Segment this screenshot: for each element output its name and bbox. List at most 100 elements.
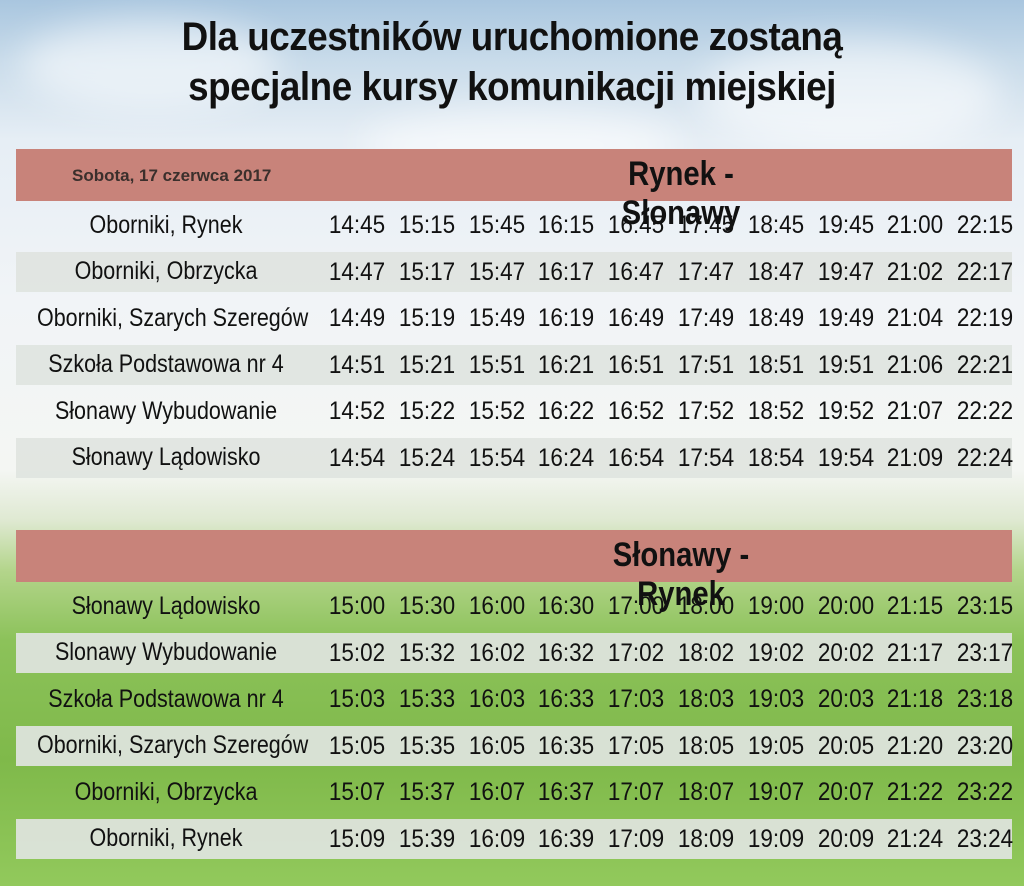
departure-time: 17:03 [608, 685, 665, 713]
departure-time: 23:22 [957, 778, 1014, 806]
departure-time: 16:24 [538, 443, 595, 472]
departure-time: 17:00 [608, 592, 665, 620]
departure-time: 19:47 [817, 257, 874, 286]
departure-time: 20:02 [817, 638, 874, 667]
cloud-decoration [700, 40, 1000, 150]
departure-time: 18:47 [747, 257, 804, 286]
departure-times: 15:09 15:39 16:09 16:39 17:09 18:09 19:09 20:09… [316, 819, 1013, 859]
departure-time: 15:39 [398, 824, 455, 853]
departure-time: 16:35 [538, 731, 595, 760]
stop-name: Oborniki, Rynek [89, 210, 243, 239]
departure-time: 22:22 [957, 397, 1014, 425]
schedule-header: Sobota, 17 czerwca 2017 Rynek - Słonawy [16, 149, 1012, 232]
departure-time: 18:09 [677, 824, 735, 853]
departure-time: 19:07 [747, 778, 804, 806]
departure-time: 15:09 [328, 824, 386, 853]
departure-time: 15:35 [398, 731, 455, 760]
departure-time: 15:54 [468, 443, 525, 472]
stop-name: Słonawy Lądowisko [71, 591, 261, 620]
departure-time: 18:07 [677, 778, 735, 806]
route-title: Słonawy - Rynek [612, 536, 750, 613]
departure-time: 16:22 [538, 397, 595, 425]
departure-times: 15:05 15:35 16:05 16:35 17:05 18:05 19:05 20:05… [316, 726, 1013, 766]
departure-time: 19:54 [817, 443, 874, 472]
departure-time: 16:19 [538, 304, 595, 332]
departure-time: 19:45 [817, 211, 874, 239]
departure-time: 17:05 [608, 731, 665, 760]
table-row: Slonawy Wybudowanie 15:02 15:32 16:02 16:32 1… [16, 632, 1013, 673]
departure-time: 21:24 [887, 824, 944, 853]
departure-time: 14:47 [328, 257, 386, 286]
departure-time: 20:09 [817, 824, 874, 853]
departure-time: 22:17 [957, 257, 1014, 286]
departure-times: 14:51 15:21 15:51 16:21 16:51 17:51 18:51 19:51… [316, 345, 1013, 385]
table-row: Oborniki, Obrzycka 15:07 15:37 16:07 16:37 17… [16, 772, 1014, 812]
departure-time: 22:15 [957, 211, 1014, 239]
departure-time: 15:15 [398, 211, 455, 239]
stop-name: Szkoła Podstawowa nr 4 [48, 684, 284, 713]
departure-time: 16:03 [468, 685, 525, 713]
departure-time: 15:02 [328, 638, 386, 667]
departure-time: 21:06 [887, 350, 944, 379]
departure-time: 15:51 [468, 350, 525, 379]
departure-time: 17:07 [608, 778, 665, 806]
cloud-decoration [20, 20, 280, 110]
departure-time: 15:07 [328, 778, 386, 806]
title-line-2: specjalne kursy komunikacji miejskiej [188, 65, 836, 109]
departure-time: 18:49 [747, 304, 804, 332]
departure-time: 16:39 [538, 824, 595, 853]
departure-time: 16:33 [538, 685, 595, 713]
departure-time: 23:15 [957, 592, 1014, 620]
table-row: Szkoła Podstawowa nr 4 15:03 15:33 16:03 16:… [16, 679, 1013, 719]
departure-time: 21:09 [887, 443, 944, 472]
departure-time: 15:03 [328, 685, 386, 713]
table-row: Oborniki, Obrzycka 14:47 15:17 15:47 16:17 16… [16, 251, 1013, 292]
departure-time: 18:03 [677, 685, 735, 713]
departure-time: 21:02 [887, 257, 944, 286]
departure-time: 15:47 [468, 257, 525, 286]
departure-time: 16:02 [468, 638, 525, 667]
departure-time: 16:32 [538, 638, 595, 667]
departure-time: 16:00 [468, 592, 525, 620]
departure-time: 20:00 [817, 592, 874, 620]
departure-time: 17:02 [608, 638, 665, 667]
stop-name: Oborniki, Szarych Szeregów [37, 731, 309, 759]
departure-time: 19:51 [817, 350, 874, 379]
table-row: Oborniki, Szarych Szeregów 14:49 15:19 15:4… [16, 298, 1013, 338]
table-row: Słonawy Lądowisko 14:54 15:24 15:54 16:24 16:… [16, 437, 1013, 478]
departure-time: 21:07 [887, 397, 944, 425]
table-row: Oborniki, Rynek 15:09 15:39 16:09 16:39 17:09… [16, 818, 1013, 859]
stop-name: Słonawy Wybudowanie [54, 396, 278, 425]
departure-time: 20:07 [817, 778, 874, 806]
departure-time: 15:05 [328, 731, 386, 760]
departure-times: 14:54 15:24 15:54 16:24 16:54 17:54 18:54 19:54… [316, 438, 1013, 478]
departure-time: 18:54 [747, 443, 804, 472]
departure-time: 19:05 [747, 731, 804, 760]
departure-time: 18:51 [747, 350, 804, 379]
departure-time: 16:15 [538, 211, 595, 239]
departure-time: 15:37 [398, 778, 455, 806]
departure-time: 16:05 [468, 731, 525, 760]
table-row: Oborniki, Szarych Szeregów 15:05 15:35 16:0… [16, 725, 1013, 766]
departure-time: 17:47 [677, 257, 735, 286]
departure-time: 18:00 [677, 592, 735, 620]
departure-time: 17:54 [677, 443, 735, 472]
departure-time: 16:52 [608, 397, 665, 425]
departure-time: 20:05 [817, 731, 874, 760]
stop-name: Slonawy Wybudowanie [54, 638, 278, 666]
schedule-date: Sobota, 17 czerwca 2017 [72, 166, 272, 185]
departure-time: 19:03 [747, 685, 804, 713]
departure-time: 15:52 [468, 397, 525, 425]
departure-time: 15:17 [398, 257, 455, 286]
table-row: Szkoła Podstawowa nr 4 14:51 15:21 15:51 16:… [16, 344, 1013, 385]
departure-time: 19:09 [747, 824, 804, 853]
departure-time: 15:30 [398, 592, 455, 620]
departure-time: 23:20 [957, 731, 1014, 760]
table-row: Oborniki, Rynek 14:45 15:15 15:45 16:15 16:45… [16, 205, 1014, 245]
departure-times: 15:02 15:32 16:02 16:32 17:02 18:02 19:02 20:02… [316, 633, 1013, 673]
stop-name: Oborniki, Obrzycka [74, 257, 258, 285]
departure-time: 14:52 [328, 397, 386, 425]
departure-time: 14:45 [328, 211, 386, 239]
departure-time: 14:51 [328, 350, 386, 379]
departure-time: 17:49 [677, 304, 735, 332]
